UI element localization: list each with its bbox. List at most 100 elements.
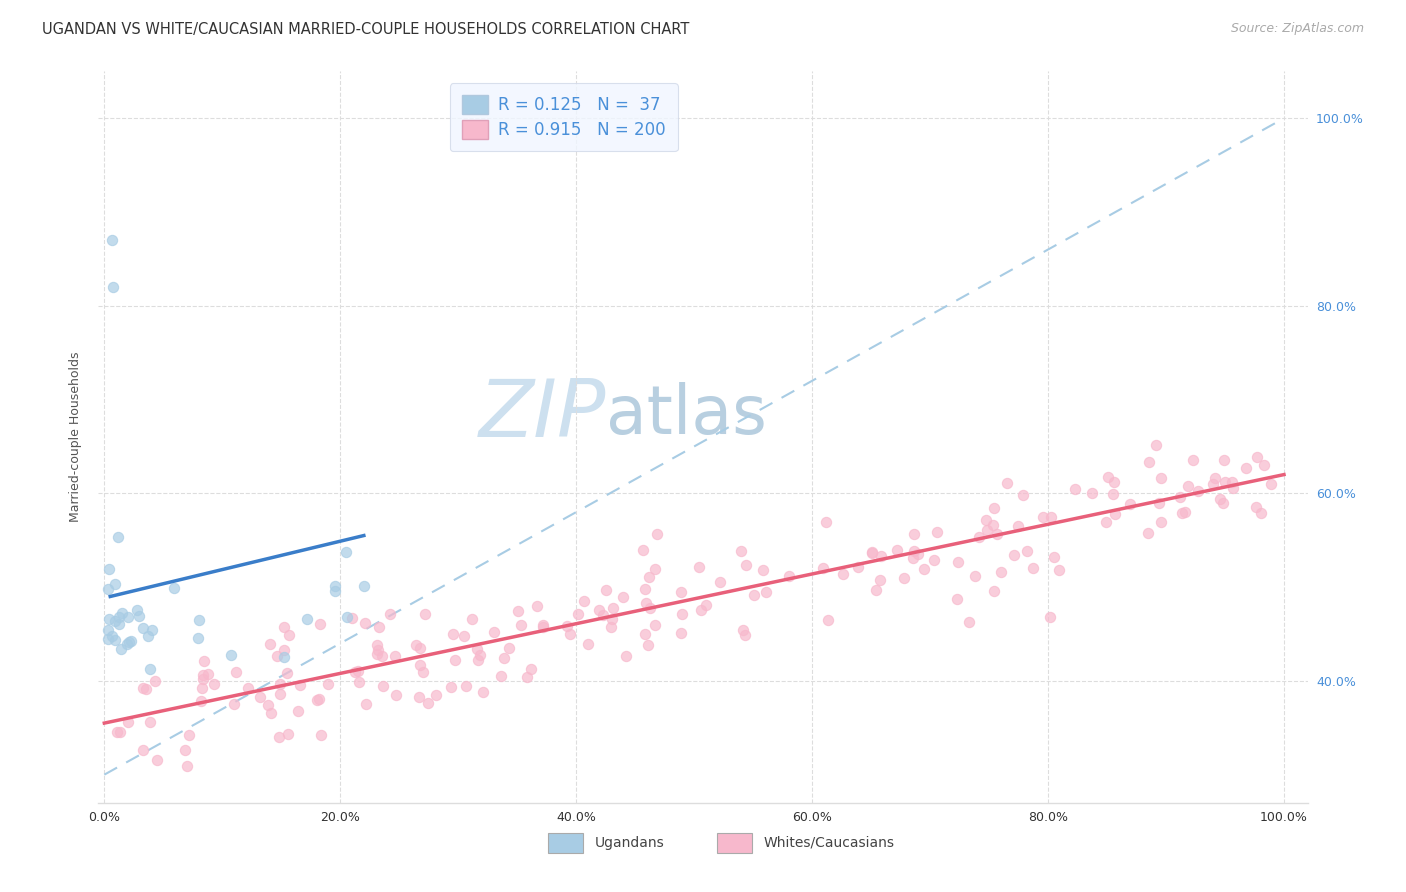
Point bbox=[97, 623, 120, 637]
Point bbox=[1119, 497, 1142, 511]
Point bbox=[131, 681, 153, 696]
Point bbox=[482, 625, 505, 640]
Point bbox=[104, 632, 127, 647]
Point bbox=[990, 566, 1012, 580]
Point bbox=[138, 662, 160, 676]
Point bbox=[347, 664, 370, 678]
Point bbox=[236, 681, 259, 696]
Point bbox=[224, 697, 246, 711]
Point bbox=[814, 515, 837, 529]
Point bbox=[353, 579, 375, 593]
Point bbox=[371, 648, 394, 663]
Point bbox=[174, 743, 197, 757]
Point bbox=[567, 607, 589, 622]
Point bbox=[197, 666, 219, 681]
Point bbox=[983, 583, 1005, 598]
Point bbox=[986, 527, 1008, 541]
Point bbox=[412, 665, 434, 680]
Point bbox=[1137, 455, 1160, 469]
Point bbox=[1137, 526, 1160, 541]
Point bbox=[225, 665, 247, 679]
Point bbox=[117, 610, 139, 624]
Point bbox=[191, 668, 214, 682]
Point bbox=[846, 560, 869, 574]
Point bbox=[100, 233, 122, 247]
Point bbox=[371, 679, 394, 693]
Point bbox=[323, 579, 346, 593]
Point bbox=[1182, 453, 1205, 467]
Point bbox=[443, 653, 465, 667]
Point bbox=[190, 681, 212, 695]
Point bbox=[347, 675, 370, 690]
Point bbox=[143, 674, 166, 689]
Point bbox=[470, 648, 492, 662]
Point bbox=[510, 617, 533, 632]
Point bbox=[1043, 549, 1066, 564]
Point bbox=[1204, 470, 1226, 484]
Point bbox=[555, 619, 578, 633]
Point bbox=[671, 625, 693, 640]
Point bbox=[669, 585, 692, 599]
Point bbox=[893, 571, 915, 585]
Point bbox=[425, 689, 447, 703]
Text: ZIP: ZIP bbox=[479, 376, 606, 454]
Point bbox=[520, 662, 543, 676]
Point bbox=[735, 558, 758, 573]
Point bbox=[1040, 509, 1063, 524]
Point bbox=[408, 690, 430, 705]
Point bbox=[416, 696, 439, 710]
Point bbox=[995, 476, 1018, 491]
Point bbox=[869, 574, 891, 588]
Point bbox=[260, 706, 283, 721]
Point bbox=[638, 570, 661, 584]
Text: UGANDAN VS WHITE/CAUCASIAN MARRIED-COUPLE HOUSEHOLDS CORRELATION CHART: UGANDAN VS WHITE/CAUCASIAN MARRIED-COUPL… bbox=[42, 22, 689, 37]
Point bbox=[967, 530, 990, 544]
Point bbox=[1015, 543, 1038, 558]
Point bbox=[1174, 505, 1197, 519]
Point bbox=[101, 630, 124, 644]
Point bbox=[688, 559, 710, 574]
Point bbox=[440, 680, 463, 694]
Point bbox=[1220, 475, 1243, 489]
Point bbox=[202, 677, 225, 691]
Point bbox=[269, 676, 291, 690]
Point bbox=[1012, 488, 1035, 502]
Point bbox=[465, 642, 488, 657]
Point bbox=[97, 561, 120, 575]
Point bbox=[1246, 450, 1268, 465]
Point bbox=[190, 693, 212, 707]
Point bbox=[1187, 483, 1209, 498]
Point bbox=[1147, 496, 1170, 510]
Point bbox=[644, 618, 666, 632]
Point bbox=[103, 280, 125, 294]
Text: Whites/Caucasians: Whites/Caucasians bbox=[763, 836, 894, 850]
Point bbox=[179, 728, 201, 742]
Point bbox=[461, 612, 484, 626]
Point bbox=[645, 526, 668, 541]
Point bbox=[778, 569, 800, 583]
Point bbox=[97, 611, 120, 625]
Point bbox=[273, 643, 295, 657]
Point bbox=[869, 549, 891, 564]
Point bbox=[506, 604, 529, 618]
Point bbox=[600, 619, 623, 633]
Point bbox=[903, 543, 925, 558]
Point bbox=[922, 553, 945, 567]
Point bbox=[193, 654, 215, 668]
Point bbox=[709, 575, 731, 590]
Point bbox=[118, 635, 141, 649]
Point bbox=[1102, 475, 1125, 489]
Point bbox=[946, 591, 969, 606]
Point bbox=[108, 724, 131, 739]
Point bbox=[385, 688, 408, 702]
Point bbox=[132, 743, 155, 757]
Point bbox=[1170, 506, 1192, 520]
Point bbox=[107, 530, 129, 544]
Point bbox=[1212, 495, 1234, 509]
Point bbox=[367, 643, 389, 657]
Point bbox=[903, 527, 925, 541]
Point bbox=[366, 647, 388, 661]
Point bbox=[273, 620, 295, 634]
Point bbox=[612, 590, 634, 604]
Point bbox=[1150, 515, 1173, 529]
